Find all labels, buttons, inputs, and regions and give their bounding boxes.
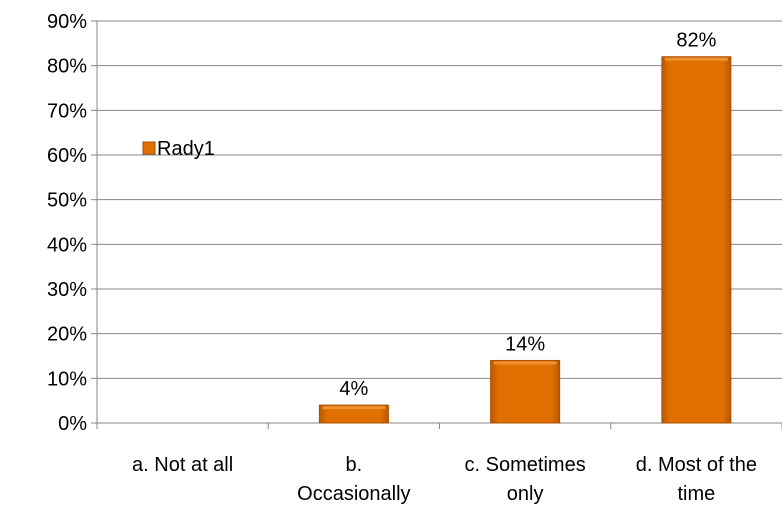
bar-body (490, 359, 561, 424)
y-tick-label: 90% (47, 11, 87, 33)
y-tick-label: 10% (47, 368, 87, 390)
y-tick-label: 40% (47, 234, 87, 256)
labels: 0% 10% 20% 30% 40% 50% 60% 70% 80% 90% a. Not at a… (47, 11, 757, 505)
data-label: 4% (339, 378, 368, 400)
x-tick-label: d. Most of the time (636, 454, 757, 505)
legend-label: Rady1 (157, 138, 215, 160)
bar-highlight (493, 361, 557, 365)
bar-highlight (322, 406, 386, 410)
y-tick-label: 20% (47, 324, 87, 346)
x-tick-label: a. Not at all (132, 454, 233, 476)
legend-swatch (142, 141, 156, 155)
y-tick-label: 0% (58, 413, 87, 435)
x-tick-label: c. Sometimes only (465, 454, 586, 505)
y-tick-label: 50% (47, 190, 87, 212)
data-label: 82% (676, 30, 716, 52)
bar-highlight (664, 57, 728, 61)
gridlines (97, 20, 782, 379)
data-label: 14% (505, 333, 545, 355)
bars (318, 56, 732, 424)
bar (318, 404, 389, 424)
y-tick-label: 30% (47, 279, 87, 301)
y-tick-label: 80% (47, 56, 87, 78)
bar (490, 359, 561, 424)
legend: Rady1 (142, 138, 215, 160)
bar-body (661, 56, 732, 424)
bar (661, 56, 732, 424)
y-tick-label: 60% (47, 145, 87, 167)
y-tick-label: 70% (47, 100, 87, 122)
bar-body (318, 404, 389, 424)
x-tick-label: b. Occasionally (297, 454, 410, 505)
